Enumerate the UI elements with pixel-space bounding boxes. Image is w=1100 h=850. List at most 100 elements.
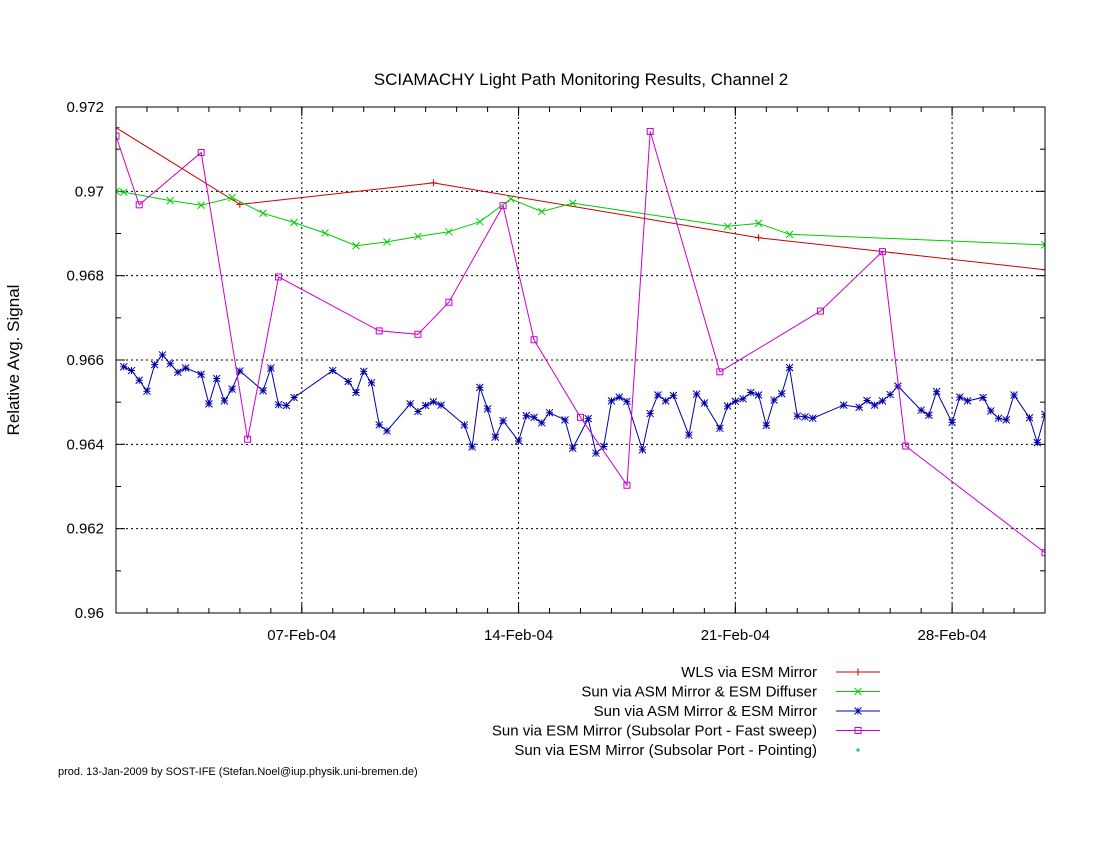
x-tick-label: 28-Feb-04 <box>917 627 986 644</box>
data-point <box>445 227 453 236</box>
data-point <box>166 196 175 205</box>
y-tick-label: 0.972 <box>66 99 104 116</box>
data-point <box>483 405 492 413</box>
data-point <box>599 442 608 451</box>
data-point <box>1041 266 1045 274</box>
data-point <box>445 298 453 306</box>
data-point <box>963 397 972 405</box>
data-point <box>290 393 298 402</box>
data-point <box>615 393 624 401</box>
series-line <box>116 131 1045 554</box>
data-point <box>902 442 910 450</box>
data-point <box>375 327 383 335</box>
data-point <box>375 421 384 429</box>
legend-marker-sample <box>854 687 862 696</box>
legend-label: WLS via ESM Mirror <box>681 664 817 681</box>
data-point <box>731 397 740 406</box>
legend-item: Sun via ESM Mirror (Subsolar Port - Poin… <box>514 742 860 759</box>
data-point <box>197 149 205 157</box>
data-point <box>863 396 871 405</box>
data-point <box>894 382 902 390</box>
data-point <box>530 413 538 422</box>
data-point <box>205 399 213 408</box>
data-point <box>414 407 422 416</box>
data-point <box>344 377 353 386</box>
x-tick-label: 14-Feb-04 <box>484 627 553 644</box>
series-line <box>116 127 1045 271</box>
data-point <box>754 391 763 399</box>
data-point <box>514 437 523 445</box>
legend-marker-sample <box>854 727 862 734</box>
data-point <box>143 387 151 396</box>
y-tick-label: 0.962 <box>66 521 104 538</box>
data-point <box>646 409 655 418</box>
data-point <box>816 307 824 315</box>
data-point <box>468 443 476 451</box>
data-point <box>414 330 422 338</box>
data-point <box>476 217 484 226</box>
data-point <box>244 435 252 443</box>
data-point <box>1041 549 1045 557</box>
data-point <box>669 391 678 400</box>
data-point <box>855 403 864 412</box>
legend-item: Sun via ASM Mirror & ESM Diffuser <box>581 684 880 701</box>
data-point <box>878 397 887 405</box>
data-point <box>116 187 120 196</box>
data-point <box>1033 438 1042 447</box>
data-point <box>623 481 631 489</box>
data-point <box>266 364 275 372</box>
data-point <box>135 376 144 385</box>
data-point <box>955 393 964 401</box>
legend-item: WLS via ESM Mirror <box>681 664 880 681</box>
data-point <box>692 390 701 399</box>
y-axis-label: Relative Avg. Signal <box>4 285 23 436</box>
data-point <box>584 414 593 423</box>
data-point <box>607 397 616 405</box>
data-point <box>197 201 206 210</box>
data-point <box>476 383 484 392</box>
data-point <box>661 397 670 405</box>
data-point <box>530 336 538 344</box>
data-point <box>367 378 376 387</box>
data-point <box>715 424 724 433</box>
data-point <box>228 385 236 393</box>
data-point <box>925 411 933 420</box>
y-axis-ticks: 0.96 0.962 0.964 0.966 0.968 0.97 0.972 <box>66 99 1045 622</box>
data-point <box>785 363 794 372</box>
data-point <box>1041 241 1045 249</box>
data-point <box>383 238 391 246</box>
data-point <box>274 400 283 409</box>
data-point <box>568 444 577 452</box>
data-point <box>429 179 437 187</box>
y-tick-label: 0.97 <box>75 183 104 200</box>
data-point <box>839 401 848 409</box>
data-point <box>739 394 747 403</box>
data-point <box>499 202 507 210</box>
data-point <box>236 367 244 375</box>
data-point <box>638 445 647 454</box>
plot-frame <box>115 106 1046 614</box>
data-point <box>654 391 662 399</box>
data-point <box>212 374 221 383</box>
series-line <box>116 190 1045 247</box>
data-point <box>119 362 128 371</box>
legend-item: Sun via ASM Mirror & ESM Mirror <box>594 703 880 720</box>
data-point <box>437 401 446 409</box>
data-point <box>754 219 763 228</box>
data-point <box>568 199 577 207</box>
series-wls-esm-mirror <box>116 124 1045 274</box>
data-point <box>723 402 732 410</box>
data-point <box>522 411 531 420</box>
x-tick-label: 07-Feb-04 <box>267 627 336 644</box>
x-tick-label: 21-Feb-04 <box>701 627 770 644</box>
data-point <box>181 364 190 372</box>
data-point <box>359 367 368 376</box>
data-point <box>506 195 515 203</box>
legend-label: Sun via ASM Mirror & ESM Mirror <box>594 703 817 720</box>
data-point <box>1002 416 1011 424</box>
data-point <box>228 193 236 202</box>
legend-marker-sample <box>856 748 860 752</box>
data-point <box>282 401 291 410</box>
legend-label: Sun via ASM Mirror & ESM Diffuser <box>581 684 817 701</box>
